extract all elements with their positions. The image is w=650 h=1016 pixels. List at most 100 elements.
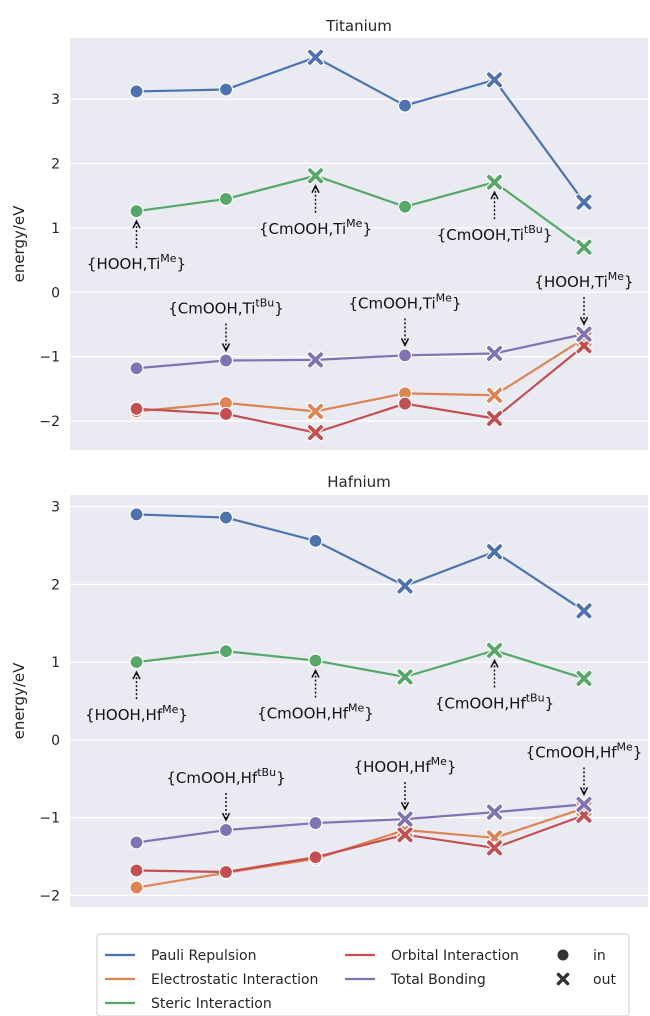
legend-item-pauli-repulsion: Pauli Repulsion bbox=[105, 948, 256, 964]
data-point-total-bonding-3 bbox=[308, 352, 323, 368]
data-point-total-bonding-5 bbox=[487, 345, 502, 361]
legend-marker-in: in bbox=[557, 948, 606, 964]
data-point-total-bonding-6 bbox=[576, 796, 592, 812]
data-point-steric-interaction-2 bbox=[218, 644, 234, 659]
data-point-electrostatic-interaction-5 bbox=[487, 387, 502, 403]
annotation-label-sup: Me bbox=[608, 270, 624, 283]
legend-item-steric-interaction: Steric Interaction bbox=[105, 996, 272, 1012]
annotation-arrow-head-2 bbox=[311, 184, 320, 194]
data-point-steric-interaction-3 bbox=[308, 653, 323, 668]
legend-label: Orbital Interaction bbox=[391, 948, 519, 964]
legend-label: in bbox=[593, 948, 606, 964]
annotation-arrow-head-3 bbox=[490, 658, 499, 668]
annotation-label-base: {HOOH,Hf bbox=[85, 706, 163, 724]
data-point-pauli-repulsion-4 bbox=[397, 98, 413, 113]
annotation-label-tail: } bbox=[633, 743, 643, 761]
annotation-arrow-head-4 bbox=[221, 343, 231, 353]
annotation-label-6: {CmOOH,HfMe} bbox=[526, 740, 643, 761]
series-line-orbital-interaction bbox=[136, 344, 585, 434]
legend-marker-x bbox=[556, 972, 570, 986]
data-point-steric-interaction-6 bbox=[576, 670, 592, 686]
y-tick-label: 3 bbox=[51, 92, 60, 108]
legend-item-orbital-interaction: Orbital Interaction bbox=[345, 948, 519, 964]
data-point-pauli-repulsion-3 bbox=[308, 49, 323, 65]
y-tick-label: 0 bbox=[51, 285, 60, 301]
annotation-label-tail: } bbox=[545, 694, 555, 712]
annotation-label-tail: } bbox=[543, 226, 553, 244]
annotation-label-tail: } bbox=[362, 220, 372, 238]
markers-total-bonding bbox=[129, 795, 593, 850]
y-tick-label: 1 bbox=[51, 655, 60, 671]
legend-item-total-bonding: Total Bonding bbox=[345, 972, 486, 988]
annotation-label-sup: tBu bbox=[526, 691, 545, 704]
data-point-pauli-repulsion-5 bbox=[487, 72, 502, 88]
annotation-label-sup: tBu bbox=[257, 766, 276, 779]
series-line-total-bonding bbox=[136, 803, 585, 844]
annotation-label-4: {CmOOH,HftBu} bbox=[166, 766, 285, 787]
data-point-orbital-interaction-4 bbox=[397, 396, 413, 411]
legend: Pauli Repulsion Electrostatic Interaction… bbox=[96, 933, 630, 1016]
data-point-total-bonding-1 bbox=[129, 835, 144, 850]
annotation-label-6: {HOOH,TiMe} bbox=[534, 270, 633, 291]
series-orbital-interaction bbox=[136, 344, 585, 434]
series-line-electrostatic-interaction bbox=[136, 807, 585, 889]
annotation-label-sup: Me bbox=[348, 702, 364, 715]
series-steric-interaction bbox=[136, 649, 585, 680]
annotation-label-base: {CmOOH,Ti bbox=[259, 220, 346, 238]
annotation-arrow-head-1 bbox=[132, 219, 141, 229]
data-point-pauli-repulsion-1 bbox=[129, 507, 144, 522]
annotation-label-5: {HOOH,HfMe} bbox=[354, 755, 457, 776]
data-point-electrostatic-interaction-3 bbox=[308, 403, 323, 419]
y-tick-label: 2 bbox=[51, 157, 60, 173]
annotation-label-sup: Me bbox=[436, 291, 452, 304]
annotation-label-tail: } bbox=[274, 300, 284, 318]
data-point-total-bonding-3 bbox=[308, 815, 323, 831]
data-point-orbital-interaction-2 bbox=[218, 406, 234, 422]
annotation-label-tail: } bbox=[624, 273, 634, 291]
plot-area bbox=[70, 38, 648, 450]
data-point-pauli-repulsion-3 bbox=[308, 533, 323, 548]
legend-label: out bbox=[593, 972, 616, 988]
data-point-pauli-repulsion-4 bbox=[397, 578, 413, 594]
series-electrostatic-interaction bbox=[136, 807, 585, 889]
annotations: {HOOH,HfMe} {CmOOH,HfMe}{CmOOH,HftBu}{CmO… bbox=[85, 658, 643, 822]
annotation-arrow-head-4 bbox=[221, 812, 231, 822]
annotation-label-2: {CmOOH,HfMe} bbox=[257, 702, 374, 723]
data-point-pauli-repulsion-1 bbox=[129, 84, 144, 99]
series-line-steric-interaction bbox=[136, 649, 585, 680]
annotation-label-base: {HOOH,Ti bbox=[534, 273, 607, 291]
markers-steric-interaction bbox=[129, 641, 593, 688]
legend-frame bbox=[96, 933, 630, 1016]
data-point-steric-interaction-4 bbox=[397, 199, 413, 214]
annotation-label-base: {CmOOH,Ti bbox=[168, 300, 255, 318]
annotations: {HOOH,TiMe}{CmOOH,TiMe} {CmOOH,TitBu}{CmO… bbox=[87, 184, 634, 353]
annotation-label-base: {CmOOH,Hf bbox=[166, 769, 258, 787]
annotation-label-1: {HOOH,HfMe} bbox=[85, 703, 188, 724]
series-electrostatic-interaction bbox=[136, 337, 585, 413]
y-tick-label: −1 bbox=[39, 350, 60, 366]
annotation-label-base: {CmOOH,Ti bbox=[437, 226, 524, 244]
data-point-pauli-repulsion-2 bbox=[218, 82, 234, 97]
annotation-label-sup: Me bbox=[160, 252, 176, 265]
annotation-label-tail: } bbox=[364, 705, 374, 723]
annotation-label-base: {HOOH,Hf bbox=[354, 758, 432, 776]
series-line-pauli-repulsion bbox=[136, 513, 585, 612]
annotation-label-3: {CmOOH,TitBu} bbox=[437, 223, 553, 244]
annotation-label-tail: } bbox=[177, 255, 187, 273]
y-axis-label: energy/eV bbox=[10, 205, 28, 283]
annotation-label-2: {CmOOH,TiMe} bbox=[259, 217, 372, 238]
y-tick-label: 1 bbox=[51, 221, 60, 237]
series-line-pauli-repulsion bbox=[136, 56, 585, 203]
annotation-label-base: {HOOH,Ti bbox=[87, 255, 160, 273]
markers-pauli-repulsion bbox=[129, 507, 593, 620]
series-pauli-repulsion bbox=[136, 56, 585, 203]
data-point-total-bonding-4 bbox=[397, 348, 413, 363]
series-steric-interaction bbox=[136, 174, 585, 249]
y-tick-label: −2 bbox=[39, 888, 60, 904]
annotation-label-sup: tBu bbox=[255, 297, 274, 310]
legend-label: Total Bonding bbox=[390, 972, 486, 988]
series-pauli-repulsion bbox=[136, 513, 585, 612]
